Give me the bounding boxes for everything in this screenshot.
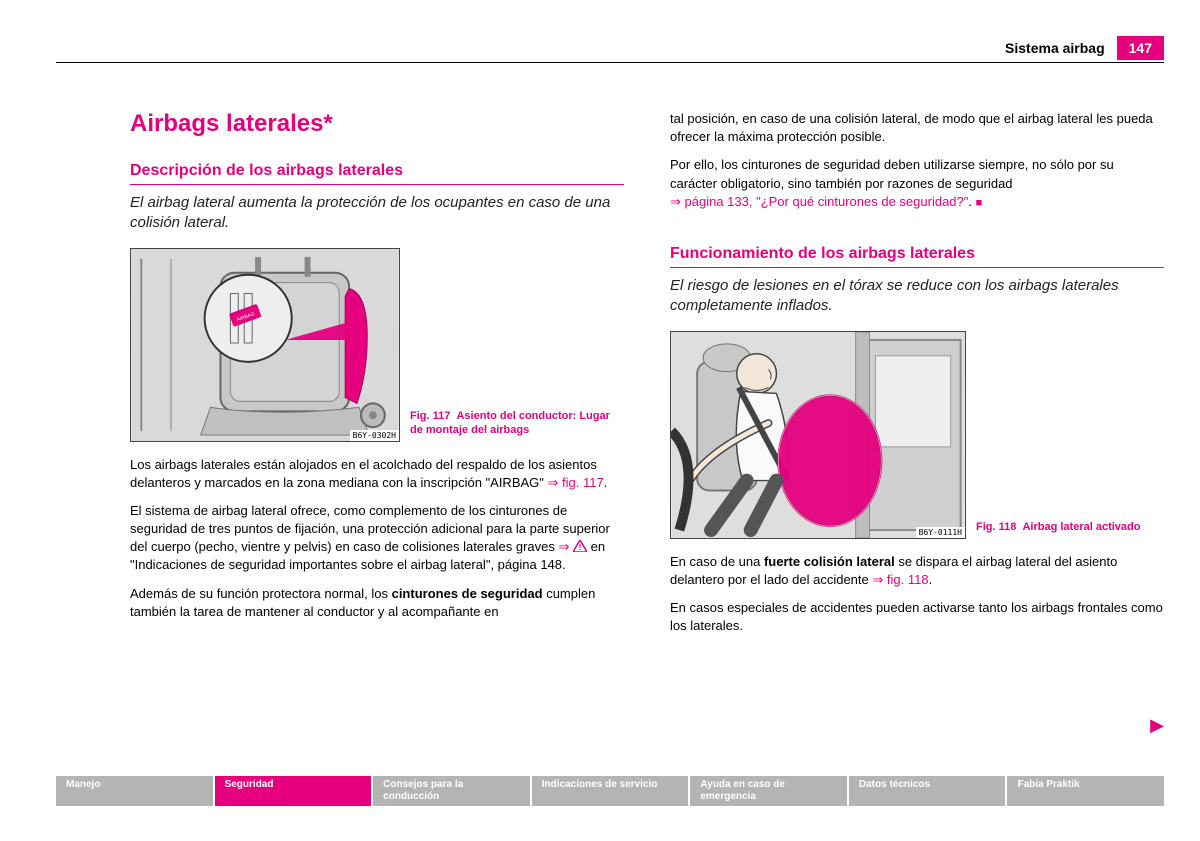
right-column: tal posición, en caso de una colisión la… [670, 110, 1164, 761]
right-cont-1: tal posición, en caso de una colisión la… [670, 110, 1164, 146]
figure-118-tag: B6Y-0111H [916, 527, 965, 538]
figure-118-caption: Fig. 118 Airbag lateral activado [976, 520, 1140, 538]
rp1a: En caso de una [670, 554, 764, 569]
lp1a: Los airbags laterales están alojados en … [130, 457, 597, 490]
header-rule [56, 62, 1164, 63]
continue-arrow-icon: ▶ [1150, 715, 1164, 736]
nav-label-1: Seguridad [225, 779, 274, 791]
nav-label-2: Consejos para la conducción [383, 779, 520, 802]
nav-manejo[interactable]: Manejo [56, 776, 213, 806]
nav-consejos[interactable]: Consejos para la conducción [373, 776, 530, 806]
seat-illustration-icon: AIRBAG [131, 249, 399, 441]
sub-heading-left: Descripción de los airbags laterales [130, 162, 624, 185]
page-header: Sistema airbag 147 [56, 36, 1164, 60]
nav-datos[interactable]: Datos técnicos [849, 776, 1006, 806]
figure-117-caption: Fig. 117 Asiento del conductor: Lugar de… [410, 409, 624, 442]
left-para-2: El sistema de airbag lateral ofrece, com… [130, 502, 624, 575]
figure-117: AIRBAG B6Y-0302H [130, 248, 400, 442]
page133-ref[interactable]: ⇒ página 133, "¿Por qué cinturones de se… [670, 194, 968, 209]
fig118-prefix: Fig. 118 [976, 521, 1016, 533]
section-title: Sistema airbag [1005, 40, 1105, 56]
bottom-nav: Manejo Seguridad Consejos para la conduc… [56, 776, 1164, 806]
nav-label-0: Manejo [66, 779, 100, 791]
figure-118: B6Y-0111H [670, 331, 966, 539]
lp3a: Además de su función protectora normal, … [130, 586, 392, 601]
lp1b: . [604, 475, 608, 490]
nav-label-3: Indicaciones de servicio [542, 779, 658, 791]
rc2b: . [968, 194, 975, 209]
deployed-airbag-illustration-icon [671, 332, 965, 538]
nav-label-6: Fabia Praktik [1017, 779, 1079, 791]
left-para-1: Los airbags laterales están alojados en … [130, 456, 624, 492]
svg-text:!: ! [579, 543, 582, 552]
figure-118-block: B6Y-0111H Fig. 118 Airbag lateral activa… [670, 331, 1164, 539]
nav-label-5: Datos técnicos [859, 779, 930, 791]
rp1c: . [929, 572, 933, 587]
page-number: 147 [1117, 36, 1164, 60]
rc2a: Por ello, los cinturones de seguridad de… [670, 157, 1114, 190]
sub-heading-right: Funcionamiento de los airbags laterales [670, 245, 1164, 268]
warning-triangle-icon: ! [573, 540, 587, 552]
lp3bold: cinturones de seguridad [392, 586, 543, 601]
fig118-text: Airbag lateral activado [1022, 521, 1140, 533]
left-column: Airbags laterales* Descripción de los ai… [130, 110, 624, 761]
nav-seguridad[interactable]: Seguridad [215, 776, 372, 806]
lead-text-left: El airbag lateral aumenta la protección … [130, 193, 624, 234]
nav-label-4: Ayuda en caso de emergencia [700, 779, 837, 802]
lp2a: El sistema de airbag lateral ofrece, com… [130, 503, 610, 554]
page-content: Airbags laterales* Descripción de los ai… [130, 110, 1164, 761]
main-heading: Airbags laterales* [130, 110, 624, 138]
fig117-prefix: Fig. 117 [410, 410, 450, 422]
right-para-1: En caso de una fuerte colisión lateral s… [670, 553, 1164, 589]
nav-fabia[interactable]: Fabia Praktik [1007, 776, 1164, 806]
right-cont-2: Por ello, los cinturones de seguridad de… [670, 156, 1164, 211]
figure-117-block: AIRBAG B6Y-0302H Fig. 117 Asiento del co… [130, 248, 624, 442]
fig117-ref[interactable]: ⇒ fig. 117 [548, 475, 604, 490]
section-end-icon: ■ [976, 197, 983, 209]
figure-117-tag: B6Y-0302H [350, 430, 399, 441]
lp2arr: ⇒ [559, 539, 574, 554]
left-para-3: Además de su función protectora normal, … [130, 585, 624, 621]
nav-indicaciones[interactable]: Indicaciones de servicio [532, 776, 689, 806]
fig118-ref[interactable]: ⇒ fig. 118 [872, 572, 928, 587]
nav-ayuda[interactable]: Ayuda en caso de emergencia [690, 776, 847, 806]
rp1bold: fuerte colisión lateral [764, 554, 895, 569]
right-para-2: En casos especiales de accidentes pueden… [670, 599, 1164, 635]
lead-text-right: El riesgo de lesiones en el tórax se red… [670, 276, 1164, 317]
